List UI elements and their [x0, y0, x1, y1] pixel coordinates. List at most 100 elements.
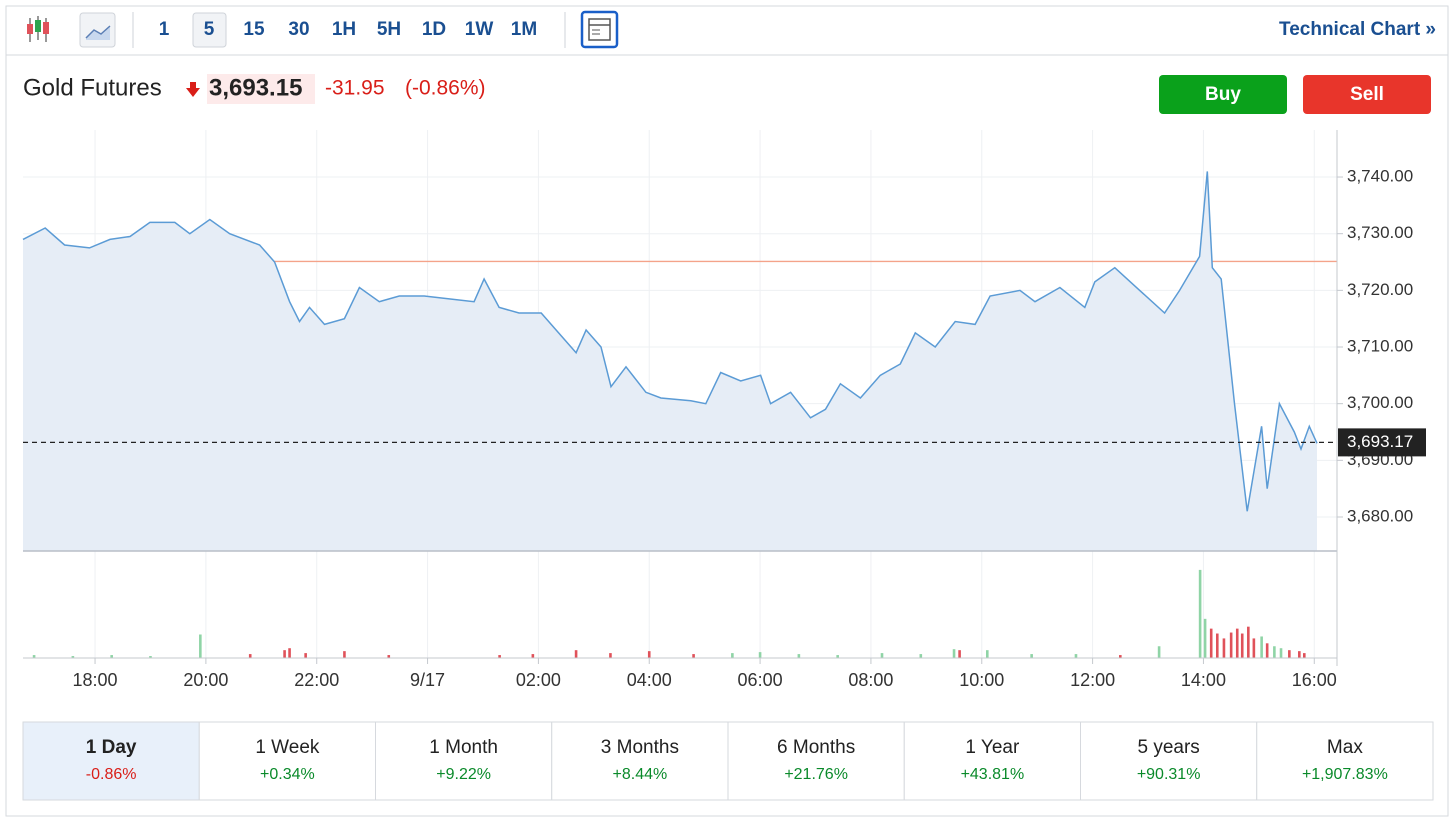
period-change[interactable]: +43.81%	[961, 766, 1025, 783]
buy-button[interactable]: Buy	[1159, 75, 1287, 114]
interval-button[interactable]: 1H	[332, 19, 356, 40]
x-tick-label: 14:00	[1181, 670, 1226, 690]
period-change[interactable]: +9.22%	[436, 766, 491, 783]
volume-bar	[1030, 654, 1033, 658]
volume-bar	[958, 650, 961, 658]
change: -31.95	[325, 77, 385, 100]
period-tab[interactable]	[727, 721, 905, 801]
volume-bar	[952, 649, 956, 658]
period-label[interactable]: 5 years	[1137, 737, 1199, 758]
volume-bar	[836, 655, 839, 658]
period-change[interactable]: +0.34%	[260, 766, 315, 783]
period-label[interactable]: 3 Months	[601, 737, 679, 758]
x-tick-label: 18:00	[73, 670, 118, 690]
period-label[interactable]: 6 Months	[777, 737, 855, 758]
volume-bar	[498, 655, 501, 658]
x-tick-label: 22:00	[294, 670, 339, 690]
layout-icon[interactable]	[580, 10, 619, 49]
interval-button[interactable]: 1D	[422, 19, 446, 40]
x-tick-label: 06:00	[738, 670, 783, 690]
candle-icon[interactable]	[27, 16, 49, 42]
instrument-name: Gold Futures	[23, 74, 162, 101]
period-tab[interactable]	[22, 721, 200, 801]
y-tick-label: 3,720.00	[1347, 280, 1413, 299]
interval-button[interactable]: 1W	[465, 19, 494, 40]
volume-bar	[758, 652, 762, 658]
x-tick-label: 20:00	[183, 670, 228, 690]
sell-label[interactable]: Sell	[1350, 84, 1384, 105]
interval-button[interactable]: 5	[204, 19, 215, 40]
volume-bar	[1198, 569, 1202, 658]
volume-bar	[199, 634, 202, 658]
price-highlight	[207, 74, 315, 104]
interval-button[interactable]: 30	[288, 19, 309, 40]
period-tab[interactable]	[1080, 721, 1258, 801]
period-tab[interactable]	[198, 721, 376, 801]
volume-bar	[1260, 636, 1263, 658]
down-arrow	[186, 82, 200, 97]
volume-bar	[304, 653, 307, 658]
volume-bar	[880, 653, 884, 658]
volume-bar	[1222, 638, 1226, 658]
period-tab[interactable]	[375, 721, 553, 801]
period-tab[interactable]	[1256, 721, 1434, 801]
volume-bar	[1273, 646, 1276, 658]
interval-selected	[192, 12, 227, 48]
interval-button[interactable]: 1	[159, 19, 170, 40]
period-label[interactable]: Max	[1327, 737, 1363, 758]
volume-bar	[71, 656, 75, 658]
volume-bar	[1252, 638, 1256, 658]
volume-bar	[110, 655, 113, 658]
volume-bar	[647, 651, 651, 658]
x-tick-label: 10:00	[959, 670, 1004, 690]
x-tick-label: 04:00	[627, 670, 672, 690]
volume-bar	[1298, 651, 1301, 658]
period-change[interactable]: +90.31%	[1137, 766, 1201, 783]
x-tick-label: 16:00	[1292, 670, 1337, 690]
volume-bar	[387, 655, 391, 658]
period-change[interactable]: -0.86%	[86, 766, 137, 783]
sell-button[interactable]: Sell	[1303, 75, 1431, 114]
y-tick-label: 3,680.00	[1347, 506, 1413, 525]
volume-bar	[288, 648, 291, 658]
y-tick-label: 3,700.00	[1347, 393, 1413, 412]
period-label[interactable]: 1 Day	[86, 737, 137, 758]
interval-button[interactable]: 1M	[511, 19, 537, 40]
x-tick-label: 08:00	[848, 670, 893, 690]
period-label[interactable]: 1 Month	[429, 737, 498, 758]
interval-button[interactable]: 5H	[377, 19, 401, 40]
volume-bar	[1074, 654, 1078, 658]
interval-button[interactable]: 15	[243, 19, 265, 40]
volume-bar	[248, 654, 252, 658]
technical-chart-link[interactable]: Technical Chart »	[1279, 19, 1436, 40]
x-tick-label: 12:00	[1070, 670, 1115, 690]
volume-bar	[1240, 633, 1244, 658]
volume-bar	[692, 654, 695, 658]
y-tick-label: 3,710.00	[1347, 337, 1413, 356]
x-tick-label: 9/17	[410, 670, 445, 690]
volume-bar	[1265, 643, 1269, 658]
period-change[interactable]: +8.44%	[613, 766, 668, 783]
last-price-box	[1338, 428, 1426, 457]
y-tick-label: 3,730.00	[1347, 223, 1413, 242]
period-change[interactable]: +1,907.83%	[1302, 766, 1388, 783]
volume-bar	[531, 654, 535, 658]
volume-bar	[1279, 648, 1283, 658]
buy-label[interactable]: Buy	[1205, 84, 1241, 105]
volume-bar	[1215, 633, 1219, 658]
volume-bar	[283, 650, 286, 658]
volume-bar	[609, 653, 612, 658]
period-tab[interactable]	[551, 721, 729, 801]
volume-bar	[1119, 655, 1122, 658]
period-label[interactable]: 1 Year	[965, 737, 1020, 758]
volume-bar	[149, 656, 152, 658]
volume-bar	[32, 655, 36, 658]
period-tab[interactable]	[903, 721, 1081, 801]
volume-bar	[343, 651, 346, 658]
line-chart-icon[interactable]	[79, 12, 116, 48]
change-percent: (-0.86%)	[405, 77, 486, 100]
volume-bar	[1288, 650, 1291, 658]
period-label[interactable]: 1 Week	[255, 737, 320, 758]
period-change[interactable]: +21.76%	[784, 766, 848, 783]
